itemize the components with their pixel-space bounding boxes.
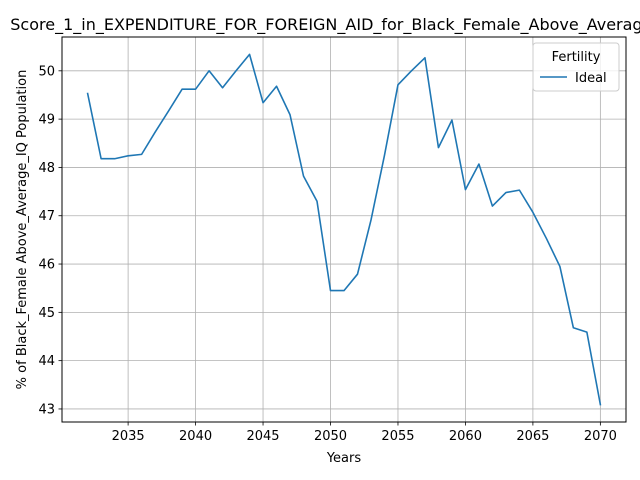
- series-layer: [86, 53, 602, 406]
- legend-box: [532, 42, 620, 92]
- legend-label-ideal: Ideal: [575, 71, 607, 86]
- grid: [62, 37, 626, 422]
- x-tick-label: 2065: [516, 429, 549, 444]
- x-tick-label: 2050: [314, 429, 347, 444]
- y-tick-label: 49: [38, 113, 55, 128]
- y-tick-label: 47: [38, 209, 55, 224]
- x-tick-label: 2060: [449, 429, 482, 444]
- y-tick-label: 50: [38, 64, 55, 79]
- y-axis: 43 44 45 46 47 48 49 50: [38, 64, 62, 417]
- y-tick-label: 45: [38, 306, 55, 321]
- y-tick-label: 48: [38, 161, 55, 176]
- x-tick-label: 2035: [112, 429, 145, 444]
- legend: Fertility Ideal: [532, 42, 620, 92]
- y-tick-label: 43: [38, 402, 55, 417]
- x-tick-label: 2040: [179, 429, 212, 444]
- x-tick-label: 2070: [584, 429, 617, 444]
- x-axis-label: Years: [326, 451, 362, 466]
- chart-title: Score_1_in_EXPENDITURE_FOR_FOREIGN_AID_f…: [10, 15, 640, 35]
- legend-title: Fertility: [552, 50, 601, 65]
- plot-frame: [61, 36, 627, 423]
- x-axis: 2035 2040 2045 2050 2055 2060 2065 2070: [112, 422, 617, 444]
- y-tick-label: 46: [38, 258, 55, 273]
- series-line-ideal: [86, 53, 602, 406]
- x-tick-label: 2045: [246, 429, 279, 444]
- x-tick-label: 2055: [381, 429, 414, 444]
- y-tick-label: 44: [38, 354, 55, 369]
- y-axis-label: % of Black_Female Above_Average_IQ Popul…: [15, 70, 30, 390]
- plot-area: [62, 37, 626, 422]
